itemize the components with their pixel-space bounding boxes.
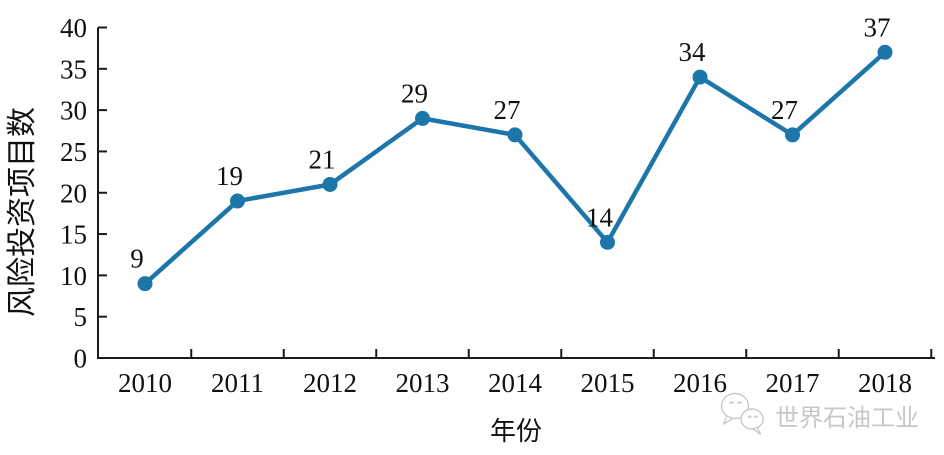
data-point-marker <box>877 44 893 60</box>
y-tick-label: 5 <box>74 302 88 332</box>
data-point-marker <box>322 176 338 192</box>
data-point-marker <box>692 69 708 85</box>
y-tick-label: 20 <box>60 178 87 208</box>
y-tick-label: 35 <box>60 54 87 84</box>
x-tick-label: 2012 <box>303 368 357 398</box>
x-tick-label: 2018 <box>858 368 912 398</box>
data-point-label: 34 <box>679 37 707 67</box>
data-point-marker <box>230 193 245 209</box>
data-point-label: 21 <box>309 144 336 174</box>
data-point-label: 37 <box>864 12 891 42</box>
x-tick-label: 2014 <box>488 368 543 398</box>
data-point-marker <box>785 127 800 143</box>
data-series-line <box>142 50 888 286</box>
x-tick-label: 2010 <box>118 368 172 398</box>
y-tick-label: 40 <box>60 13 87 43</box>
y-tick-label: 15 <box>60 220 87 250</box>
x-axis-title: 年份 <box>490 417 542 446</box>
y-tick-label: 0 <box>74 344 88 374</box>
x-tick-label: 2016 <box>673 368 727 398</box>
data-point-label: 9 <box>130 244 144 274</box>
data-point-label: 27 <box>494 95 521 125</box>
x-tick-label: 2017 <box>766 368 820 398</box>
data-point-marker <box>507 127 523 143</box>
x-tick-label: 2011 <box>211 368 264 398</box>
data-point-label: 19 <box>216 161 243 191</box>
axes <box>97 27 935 359</box>
data-point-marker <box>415 110 430 126</box>
data-point-label: 27 <box>771 95 798 125</box>
data-point-label: 29 <box>401 78 428 108</box>
x-tick-label: 2015 <box>581 368 635 398</box>
y-tick-label: 30 <box>60 96 87 126</box>
data-point-marker <box>600 234 615 250</box>
x-tick-label: 2013 <box>396 368 450 398</box>
y-axis-title: 风险投资项目数 <box>6 107 39 317</box>
y-tick-label: 25 <box>60 137 87 167</box>
data-point-label: 14 <box>586 202 614 232</box>
y-tick-label: 10 <box>60 261 87 291</box>
data-point-marker <box>137 276 153 292</box>
